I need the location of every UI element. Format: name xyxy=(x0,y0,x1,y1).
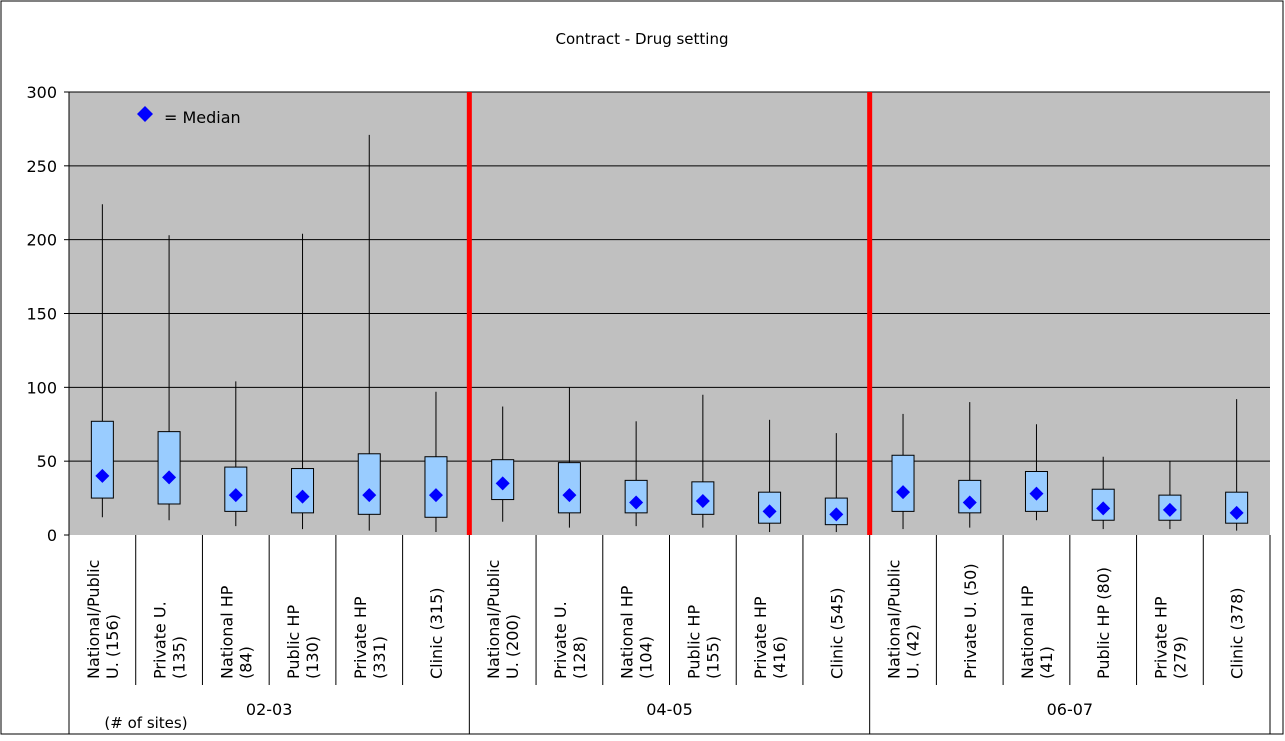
x-category-label: National/Public xyxy=(484,560,503,679)
x-category-label: Public HP xyxy=(684,605,703,679)
x-category-label: Private U. xyxy=(151,601,170,679)
x-category-label: (155) xyxy=(703,636,722,679)
x-category-label: Private HP xyxy=(351,596,370,679)
median-marker xyxy=(829,507,844,522)
box xyxy=(557,462,581,514)
x-category-label: U. (42) xyxy=(904,624,923,679)
median-marker xyxy=(695,494,710,509)
x-category-label: (416) xyxy=(770,636,789,679)
median-marker xyxy=(896,485,911,500)
x-category-label: (279) xyxy=(1170,636,1189,679)
x-category-label: (331) xyxy=(370,636,389,679)
x-category-label: Clinic (315) xyxy=(427,587,446,679)
median-marker xyxy=(495,476,510,491)
chart-title: Contract - Drug setting xyxy=(556,30,729,48)
x-category-label: Private HP xyxy=(751,596,770,679)
gridlines xyxy=(69,91,1270,462)
median-marker xyxy=(1162,502,1177,517)
y-tick-label: 0 xyxy=(47,526,57,545)
x-category-label: (135) xyxy=(170,636,189,679)
median-marker xyxy=(228,488,243,503)
x-category-label: U. (200) xyxy=(503,614,522,679)
group-label: 04-05 xyxy=(646,700,693,719)
x-category-label: National/Public xyxy=(84,560,103,679)
x-category-label: U. (156) xyxy=(103,614,122,679)
x-category-label: Private HP xyxy=(1151,596,1170,679)
box xyxy=(891,454,915,512)
x-category-label: (104) xyxy=(637,636,656,679)
y-tick-label: 300 xyxy=(26,83,57,102)
group-label: 02-03 xyxy=(246,700,293,719)
x-category-label: Public HP (80) xyxy=(1094,567,1113,679)
box xyxy=(424,456,448,518)
box-series xyxy=(90,134,1249,533)
median-marker xyxy=(1096,501,1111,516)
x-category-label: National HP xyxy=(618,585,637,679)
y-tick-label: 250 xyxy=(26,157,57,176)
box xyxy=(357,453,381,515)
median-marker xyxy=(1029,486,1044,501)
box xyxy=(157,431,181,505)
legend: = Median xyxy=(137,106,241,127)
median-marker xyxy=(962,495,977,510)
y-tick-label: 200 xyxy=(26,231,57,250)
median-marker xyxy=(428,488,443,503)
median-marker xyxy=(295,489,310,504)
legend-label: = Median xyxy=(164,108,241,127)
x-category-label: (130) xyxy=(303,636,322,679)
x-axis: National/Public U. (156) Private U. (135) Na… xyxy=(68,535,1271,734)
y-axis: 0 50 100 150 200 250 300 xyxy=(26,83,70,545)
x-category-label: Public HP xyxy=(284,605,303,679)
x-category-label: Private U. (50) xyxy=(961,563,980,679)
median-marker xyxy=(162,470,177,485)
x-category-label: (128) xyxy=(570,636,589,679)
box xyxy=(90,420,114,499)
y-tick-label: 100 xyxy=(26,378,57,397)
x-category-label: Clinic (545) xyxy=(827,587,846,679)
median-marker xyxy=(95,468,110,483)
sites-note: (# of sites) xyxy=(104,714,187,732)
median-legend-marker xyxy=(137,106,153,122)
x-category-label: (84) xyxy=(236,646,255,679)
median-marker xyxy=(762,504,777,519)
median-marker xyxy=(362,488,377,503)
x-category-label: Clinic (378) xyxy=(1228,587,1247,679)
x-category-label: National/Public xyxy=(885,560,904,679)
group-separators xyxy=(466,92,873,535)
median-marker xyxy=(562,488,577,503)
x-category-label: Private U. xyxy=(551,601,570,679)
x-category-label: National HP xyxy=(217,585,236,679)
x-category-label: (41) xyxy=(1037,646,1056,679)
median-marker xyxy=(629,495,644,510)
median-marker xyxy=(1229,505,1244,520)
y-tick-label: 150 xyxy=(26,305,57,324)
group-label: 06-07 xyxy=(1047,700,1094,719)
y-tick-label: 50 xyxy=(37,452,57,471)
x-category-label: National HP xyxy=(1018,585,1037,679)
